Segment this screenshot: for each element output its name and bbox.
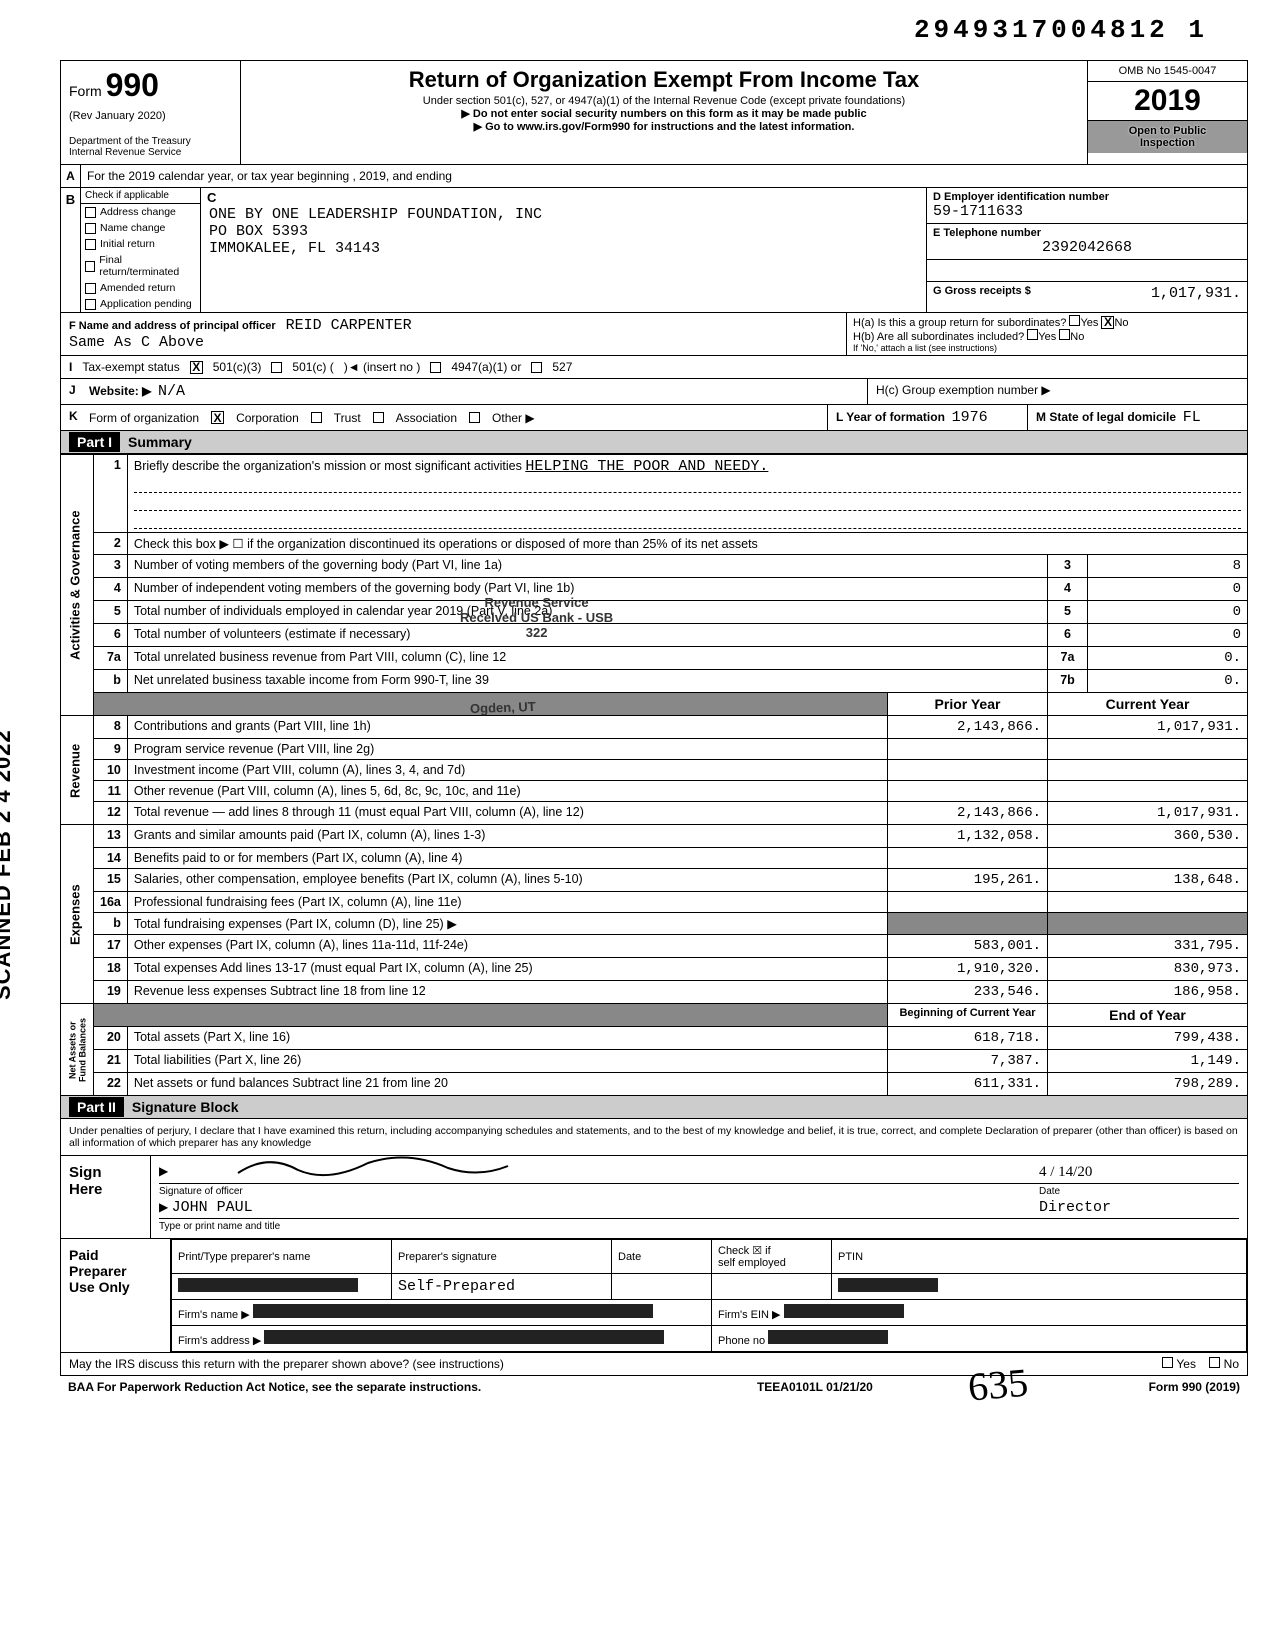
form-number: Form 990 bbox=[69, 67, 232, 104]
part-1-header: Part ISummary bbox=[60, 431, 1248, 454]
col-de: D Employer identification number 59-1711… bbox=[927, 188, 1247, 312]
col-c-org-info: C ONE BY ONE LEADERSHIP FOUNDATION, INC … bbox=[201, 188, 927, 312]
chk-501c3[interactable]: X bbox=[190, 361, 203, 374]
omb-number: OMB No 1545-0047 bbox=[1088, 61, 1247, 82]
hb-no[interactable] bbox=[1059, 329, 1070, 340]
side-expenses: Expenses bbox=[61, 825, 94, 1004]
discuss-no[interactable] bbox=[1209, 1357, 1220, 1368]
irs-stamp: Revenue Service Received US Bank - USB 3… bbox=[460, 595, 613, 640]
chk-other[interactable] bbox=[469, 412, 480, 423]
ha-no[interactable]: X bbox=[1101, 316, 1114, 329]
officer-addr: Same As C Above bbox=[69, 334, 204, 351]
side-revenue: Revenue bbox=[61, 716, 94, 825]
sign-date: 4 / 14/20 bbox=[1039, 1164, 1239, 1181]
part-2-header: Part IISignature Block bbox=[60, 1096, 1248, 1119]
chk-amended[interactable] bbox=[85, 283, 96, 294]
side-netassets: Net Assets or Fund Balances bbox=[61, 1004, 94, 1096]
gross-receipts: 1,017,931. bbox=[1151, 285, 1241, 302]
hb-yes[interactable] bbox=[1027, 329, 1038, 340]
chk-address[interactable] bbox=[85, 207, 96, 218]
chk-4947[interactable] bbox=[430, 362, 441, 373]
chk-corp[interactable]: X bbox=[211, 411, 224, 424]
redacted bbox=[264, 1330, 664, 1344]
chk-name[interactable] bbox=[85, 223, 96, 234]
redacted bbox=[178, 1278, 358, 1292]
signer-title: Director bbox=[1039, 1199, 1239, 1216]
discuss-yes[interactable] bbox=[1162, 1357, 1173, 1368]
side-activities: Activities & Governance bbox=[61, 455, 94, 716]
tax-year: 2019 bbox=[1088, 82, 1247, 121]
row-a: A For the 2019 calendar year, or tax yea… bbox=[60, 165, 1248, 188]
handwritten-number: 635 bbox=[966, 1358, 1030, 1410]
chk-pending[interactable] bbox=[85, 299, 96, 310]
chk-501c[interactable] bbox=[271, 362, 282, 373]
officer-name: REID CARPENTER bbox=[286, 317, 412, 334]
ogden-stamp: Ogden, UT bbox=[470, 699, 536, 716]
rev-date: (Rev January 2020) bbox=[69, 110, 232, 122]
chk-final[interactable] bbox=[85, 261, 95, 272]
chk-assoc[interactable] bbox=[373, 412, 384, 423]
dept-label: Department of the Treasury Internal Reve… bbox=[69, 136, 232, 158]
paid-preparer-block: Paid Preparer Use Only Print/Type prepar… bbox=[60, 1239, 1248, 1353]
block-bcde: B Check if applicable Address change Nam… bbox=[60, 188, 1248, 313]
redacted bbox=[784, 1304, 904, 1318]
scanned-stamp: SCANNED FEB 2 4 2022 bbox=[0, 729, 16, 1000]
col-b-checkboxes: Check if applicable Address change Name … bbox=[81, 188, 201, 312]
inspection-label: Open to PublicInspection bbox=[1088, 121, 1247, 153]
chk-527[interactable] bbox=[531, 362, 542, 373]
chk-trust[interactable] bbox=[311, 412, 322, 423]
summary-table: Activities & Governance 1 Briefly descri… bbox=[60, 454, 1248, 1096]
form-subtitle: Under section 501(c), 527, or 4947(a)(1)… bbox=[249, 95, 1079, 107]
penalty-text: Under penalties of perjury, I declare th… bbox=[61, 1119, 1247, 1156]
row-j: J Website: ▶ N/A H(c) Group exemption nu… bbox=[60, 379, 1248, 405]
redacted bbox=[838, 1278, 938, 1292]
row-k: K Form of organization XCorporation Trus… bbox=[60, 405, 1248, 431]
org-addr2: IMMOKALEE, FL 34143 bbox=[209, 240, 918, 257]
redacted bbox=[768, 1330, 888, 1344]
ein: 59-1711633 bbox=[933, 203, 1241, 220]
irs-discuss-row: May the IRS discuss this return with the… bbox=[60, 1353, 1248, 1376]
org-name: ONE BY ONE LEADERSHIP FOUNDATION, INC bbox=[209, 206, 918, 223]
form-header: Form 990 (Rev January 2020) Department o… bbox=[60, 60, 1248, 165]
chk-initial[interactable] bbox=[85, 239, 96, 250]
form-title: Return of Organization Exempt From Incom… bbox=[249, 67, 1079, 93]
form-note-1: ▶ Do not enter social security numbers o… bbox=[249, 107, 1079, 120]
signature-block: Under penalties of perjury, I declare th… bbox=[60, 1119, 1248, 1239]
ha-yes[interactable] bbox=[1069, 315, 1080, 326]
signer-name: JOHN PAUL bbox=[172, 1199, 253, 1216]
org-addr1: PO BOX 5393 bbox=[209, 223, 918, 240]
self-prepared: Self-Prepared bbox=[392, 1274, 612, 1300]
row-i: I Tax-exempt status X501(c)(3) 501(c) ( … bbox=[60, 356, 1248, 379]
baa-footer: BAA For Paperwork Reduction Act Notice, … bbox=[60, 1376, 1248, 1398]
document-id: 2949317004812 1 bbox=[914, 15, 1208, 45]
redacted bbox=[253, 1304, 653, 1318]
form-note-2: ▶ Go to www.irs.gov/Form990 for instruct… bbox=[249, 120, 1079, 133]
row-f: F Name and address of principal officer … bbox=[60, 313, 1248, 356]
phone: 2392042668 bbox=[933, 239, 1241, 256]
